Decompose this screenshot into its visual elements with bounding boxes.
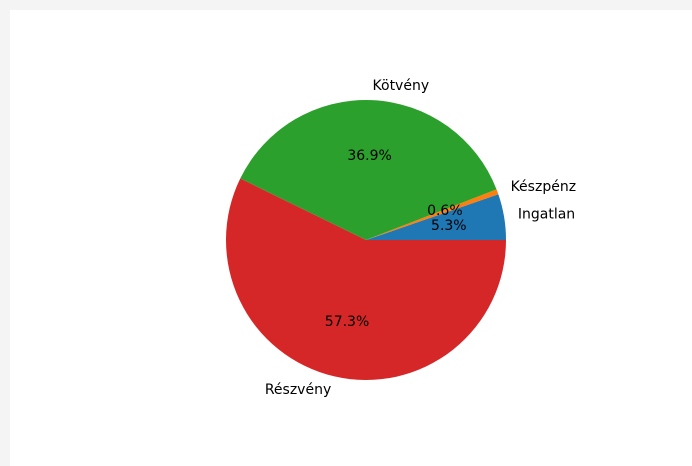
pie-category-label-kotveny: Kötvény	[373, 78, 430, 94]
pie-category-label-reszveny: Részvény	[265, 382, 331, 398]
pie-slice-kotveny	[240, 100, 497, 240]
chart-figure: 5.3% 0.6% 36.9% 57.3% Ingatlan Készpénz Kötvé…	[10, 10, 692, 466]
pie-chart: 5.3%0.6% 36.9% 57.3% Ingatlan Készpénz Kötvé…	[225, 78, 576, 398]
pie-slices	[225, 100, 506, 380]
pie-percent-label-ingatlan: 5.3%	[431, 218, 467, 234]
pie-percent-labels: 5.3%0.6% 36.9% 57.3%	[325, 148, 467, 330]
pie-category-labels: Ingatlan Készpénz Kötvény Részvény	[265, 78, 576, 398]
pie-percent-label-reszveny: 57.3%	[325, 314, 369, 330]
pie-slice-keszpenz	[366, 189, 499, 240]
pie-slice-reszveny	[225, 178, 506, 380]
pie-category-label-ingatlan: Ingatlan	[518, 207, 575, 223]
pie-percent-label-keszpenz: 0.6%	[427, 203, 463, 219]
pie-category-label-keszpenz: Készpénz	[511, 179, 576, 195]
pie-slice-ingatlan	[366, 194, 506, 240]
pie-percent-label-kotveny: 36.9%	[347, 148, 391, 164]
